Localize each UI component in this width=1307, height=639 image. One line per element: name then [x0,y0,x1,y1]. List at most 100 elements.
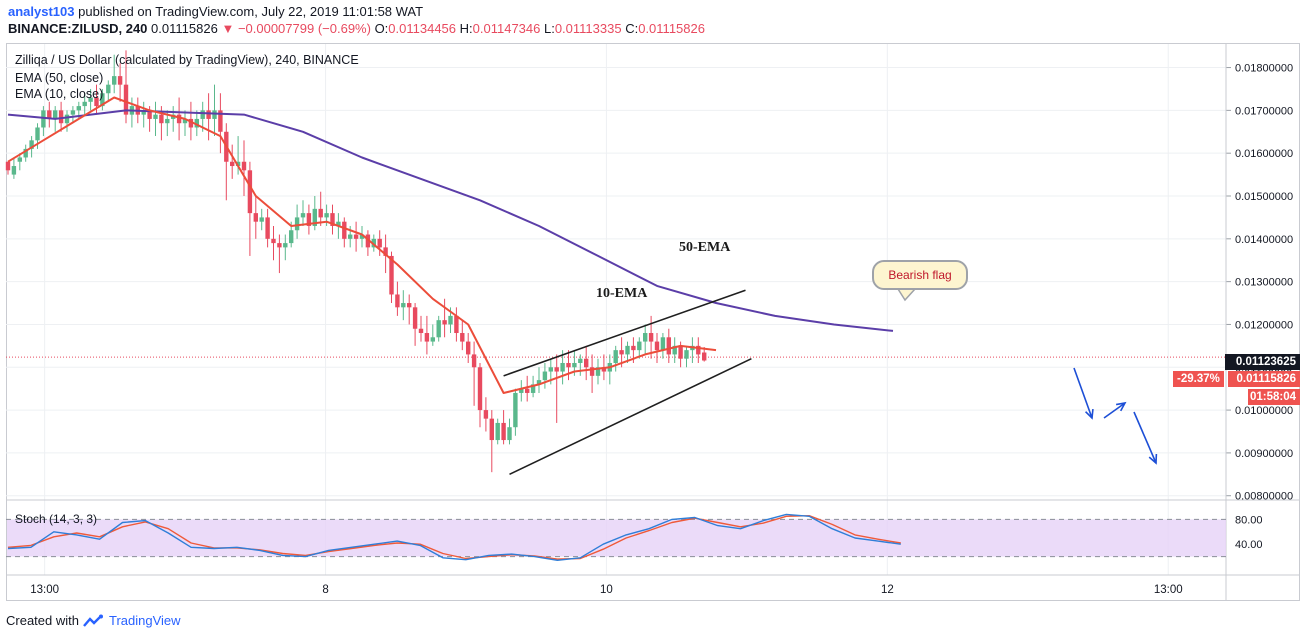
callout-tail [896,288,917,302]
stoch-legend[interactable]: Stoch (14, 3, 3) [15,512,98,526]
candle-body [64,114,70,124]
candle-body [230,161,235,167]
ema10-legend[interactable]: EMA (10, close) [15,87,104,101]
open-value: 0.01134456 [388,21,457,36]
candle-body [147,110,152,119]
candle-body [648,333,654,342]
candle-body [76,106,81,111]
candle-body [530,384,536,393]
candle-body [123,84,129,115]
candle-body [259,217,264,222]
price-tick-label: 0.01600000 [1235,148,1293,160]
candle-body [35,127,40,141]
candle-body [442,320,447,325]
ema10-annotation: 10-EMA [596,286,648,301]
candle-body [548,367,553,372]
price-tick-label: 0.01400000 [1235,234,1293,246]
price-tick-label: 0.01500000 [1235,191,1293,203]
candle-body [165,118,170,124]
candle-body [525,388,530,393]
time-tick-label: 12 [881,584,894,596]
candle-body [371,238,376,248]
time-tick-label: 13:00 [30,584,59,596]
candle-body [53,110,58,119]
candle-body [294,217,300,231]
candle-body [666,337,671,355]
candle-body [17,157,22,162]
candle-body [141,110,146,115]
stoch-band [7,519,1226,557]
candle-body [654,341,660,351]
candle-body [507,427,512,441]
candle-body [460,333,465,342]
candle-body [477,367,483,411]
candle-body [23,148,28,158]
candle-body [359,234,365,239]
price-tick-label: 0.01200000 [1235,319,1293,331]
candle-body [41,110,46,128]
ema50-legend[interactable]: EMA (50, close) [15,71,104,85]
candle-body [82,101,87,107]
ema50-line [7,109,894,332]
high-label: H: [459,21,473,36]
candle-body [696,345,701,355]
last-price-label: 0.01115826 [1228,371,1300,387]
tradingview-brand[interactable]: TradingView [108,613,181,628]
price-tick-label: 0.01300000 [1235,277,1293,289]
ema10-line [7,96,717,394]
candle-body [277,243,282,248]
candle-body [625,345,630,355]
candle-body [188,118,194,128]
candle-body [554,367,559,372]
candle-body [595,367,601,376]
candle-body [584,358,589,368]
close-value: 0.01115826 [638,21,705,36]
countdown-label: 01:58:04 [1248,389,1300,405]
projection-arrow [1103,402,1126,419]
candle-body [289,230,294,244]
candle-body [241,161,247,171]
time-tick-label: 8 [322,584,328,596]
last-price: 0.01115826 [151,21,218,36]
candle-body [353,234,359,239]
candle-body [377,238,382,248]
candle-body [578,358,583,363]
projection-arrowhead [1148,453,1158,465]
flag-channel-line [503,289,746,377]
tradingview-logo-icon [83,614,103,627]
candle-body [200,110,205,119]
candle-body [466,341,471,355]
flag-channel-line [509,357,752,476]
candle-body [348,234,353,239]
candle-body [312,208,317,226]
close-label: C: [625,21,639,36]
time-tick-label: 13:00 [1154,584,1183,596]
time-tick-label: 10 [600,584,613,596]
candle-body [430,337,435,342]
candle-body [637,341,642,351]
candle-body [643,333,648,342]
price-tick-label: 0.01700000 [1235,105,1293,117]
candle-body [271,238,276,244]
candle-body [542,371,548,381]
candle-body [619,350,624,355]
candle-body [483,410,489,419]
candle-body [159,114,164,124]
candle-body [601,367,607,372]
candle-body [94,97,99,107]
candle-body [424,333,430,342]
candle-body [235,161,241,167]
candle-body [519,388,524,393]
chart-frame [6,43,1300,601]
current-price-label: 0.01123625 [1225,354,1300,370]
bearish-flag-callout: Bearish flag [872,260,968,290]
candle-body [117,76,123,85]
candle-body [365,234,371,248]
author-name[interactable]: analyst103 [8,4,75,19]
candle-body [407,303,412,308]
footer: Created with TradingView [6,613,181,628]
candle-body [589,367,595,376]
candle-body [342,221,347,239]
low-label: L: [543,21,555,36]
